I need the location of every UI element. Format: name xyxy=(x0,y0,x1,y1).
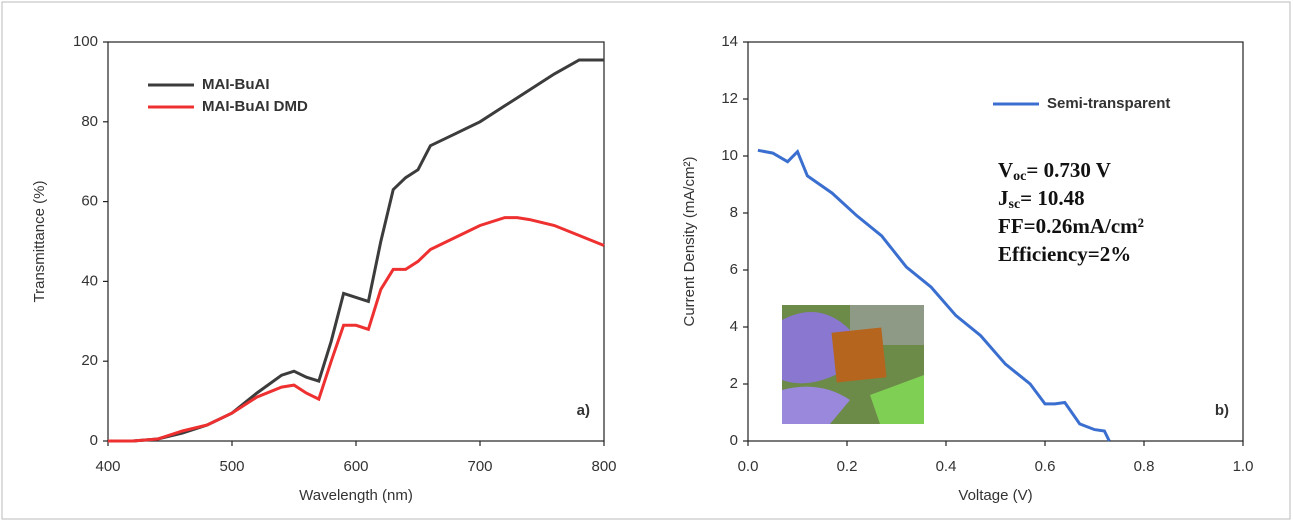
y-tick-label: 0 xyxy=(730,432,738,449)
x-tick-label: 0.6 xyxy=(1035,458,1056,475)
legend-label: MAI-BuAI xyxy=(202,76,270,93)
x-axis-label: Wavelength (nm) xyxy=(299,487,413,504)
y-tick-label: 100 xyxy=(73,33,98,50)
x-tick-label: 0.8 xyxy=(1134,458,1155,475)
parameter: FF=0.26mA/cm² xyxy=(998,214,1144,238)
legend-label: MAI-BuAI DMD xyxy=(202,98,308,115)
y-tick-label: 4 xyxy=(730,318,738,335)
y-tick-label: 0 xyxy=(90,432,98,449)
parameter-value: = 0.730 V xyxy=(1026,158,1111,182)
parameter-value: = 10.48 xyxy=(1020,186,1084,210)
y-tick-label: 2 xyxy=(730,375,738,392)
parameter-symbol: Efficiency=2% xyxy=(998,242,1131,266)
series-line xyxy=(108,216,605,443)
y-axis-label: Transmittance (%) xyxy=(31,181,48,303)
plot-area xyxy=(747,41,1244,442)
parameter-symbol: V xyxy=(998,158,1013,182)
x-tick-label: 0.4 xyxy=(936,458,957,475)
y-tick-label: 60 xyxy=(81,193,98,210)
y-tick-label: 6 xyxy=(730,261,738,278)
x-axis-label: Voltage (V) xyxy=(958,487,1032,504)
y-tick-label: 20 xyxy=(81,352,98,369)
inset-photo xyxy=(782,305,924,424)
parameter-symbol: FF=0.26mA/cm² xyxy=(998,214,1144,238)
series-line xyxy=(757,148,1111,442)
y-tick-label: 80 xyxy=(81,113,98,130)
x-tick-label: 0.2 xyxy=(837,458,858,475)
x-tick-label: 800 xyxy=(591,458,616,475)
y-tick-label: 10 xyxy=(721,147,738,164)
x-tick-label: 700 xyxy=(467,458,492,475)
parameter-subscript: sc xyxy=(1009,197,1021,212)
panel-label: b) xyxy=(1215,402,1229,419)
series-line xyxy=(108,58,604,443)
plot-area xyxy=(107,41,605,442)
y-tick-label: 14 xyxy=(721,33,738,50)
legend-label: Semi-transparent xyxy=(1047,95,1170,112)
y-tick-label: 12 xyxy=(721,90,738,107)
x-tick-label: 500 xyxy=(219,458,244,475)
parameter-subscript: oc xyxy=(1013,169,1026,184)
parameter-symbol: J xyxy=(998,186,1009,210)
x-tick-label: 400 xyxy=(95,458,120,475)
parameter: Voc= 0.730 V xyxy=(998,158,1111,184)
x-tick-label: 1.0 xyxy=(1233,458,1254,475)
x-tick-label: 0.0 xyxy=(738,458,759,475)
y-tick-label: 40 xyxy=(81,272,98,289)
y-tick-label: 8 xyxy=(730,204,738,221)
y-axis-label: Current Density (mA/cm²) xyxy=(681,156,698,326)
panel-label: a) xyxy=(577,402,590,419)
x-tick-label: 600 xyxy=(343,458,368,475)
parameter: Jsc= 10.48 xyxy=(998,186,1085,212)
parameter: Efficiency=2% xyxy=(998,242,1131,266)
